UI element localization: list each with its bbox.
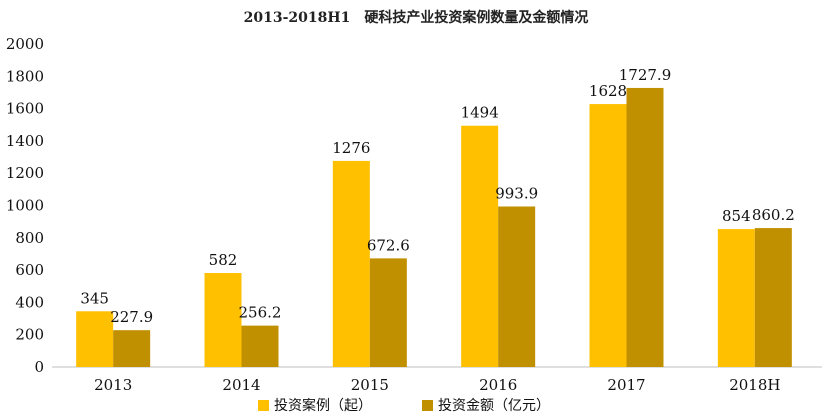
chart-bars [76,87,792,368]
chart-legend: 投资案例（起） 投资金额（亿元） [258,397,550,412]
y-tick-label: 1000 [6,197,44,215]
data-label: 860.2 [752,206,795,224]
legend-label: 投资案例（起） [274,397,372,412]
data-label: 227.9 [110,308,153,326]
x-tick-label: 2015 [351,376,389,394]
data-label: 256.2 [239,304,282,322]
y-tick-label: 400 [15,293,44,311]
bar-amount [498,206,536,367]
y-tick-label: 600 [15,261,44,279]
data-label: 345 [80,289,109,307]
bar-amount [113,330,151,367]
y-tick-label: 1200 [6,164,44,182]
x-tick-label: 2017 [607,376,645,394]
bar-case-count [76,311,114,367]
bar-amount [369,258,407,367]
bar-case-count [332,160,370,367]
data-label: 1628 [589,82,627,100]
chart-axes: 0 200 400 600 800 1000 1200 1400 1600 1800 2000 201… [6,35,822,394]
legend-swatch [422,400,433,411]
data-label: 672.6 [367,236,410,254]
x-tick-label: 2018H [729,376,780,394]
legend-label: 投资金额（亿元） [438,398,550,412]
y-tick-label: 200 [15,326,44,344]
bar-amount [754,228,792,367]
bar-case-count [204,273,242,367]
y-tick-label: 1800 [6,67,44,85]
x-tick-label: 2014 [222,376,260,394]
y-tick-label: 800 [15,229,44,247]
x-tick-label: 2016 [479,376,517,394]
y-tick-label: 0 [34,358,44,376]
legend-swatch [258,400,269,411]
data-label: 1494 [461,104,499,122]
bar-amount [241,325,279,367]
data-label: 582 [209,251,238,269]
data-label: 854 [722,207,751,225]
data-label: 1727.9 [619,66,672,84]
chart-title: 2013-2018H1 硬科技产业投资案例数量及金额情况 [244,9,589,26]
bar-case-count [717,229,755,367]
y-tick-label: 1600 [6,100,44,118]
bar-case-count [461,125,499,368]
y-tick-label: 2000 [6,35,44,53]
y-tick-label: 1400 [6,132,44,150]
bar-case-count [589,104,627,367]
bar-amount [626,87,664,367]
data-label: 1276 [332,139,370,157]
data-label: 993.9 [495,184,538,202]
x-tick-label: 2013 [94,376,132,394]
